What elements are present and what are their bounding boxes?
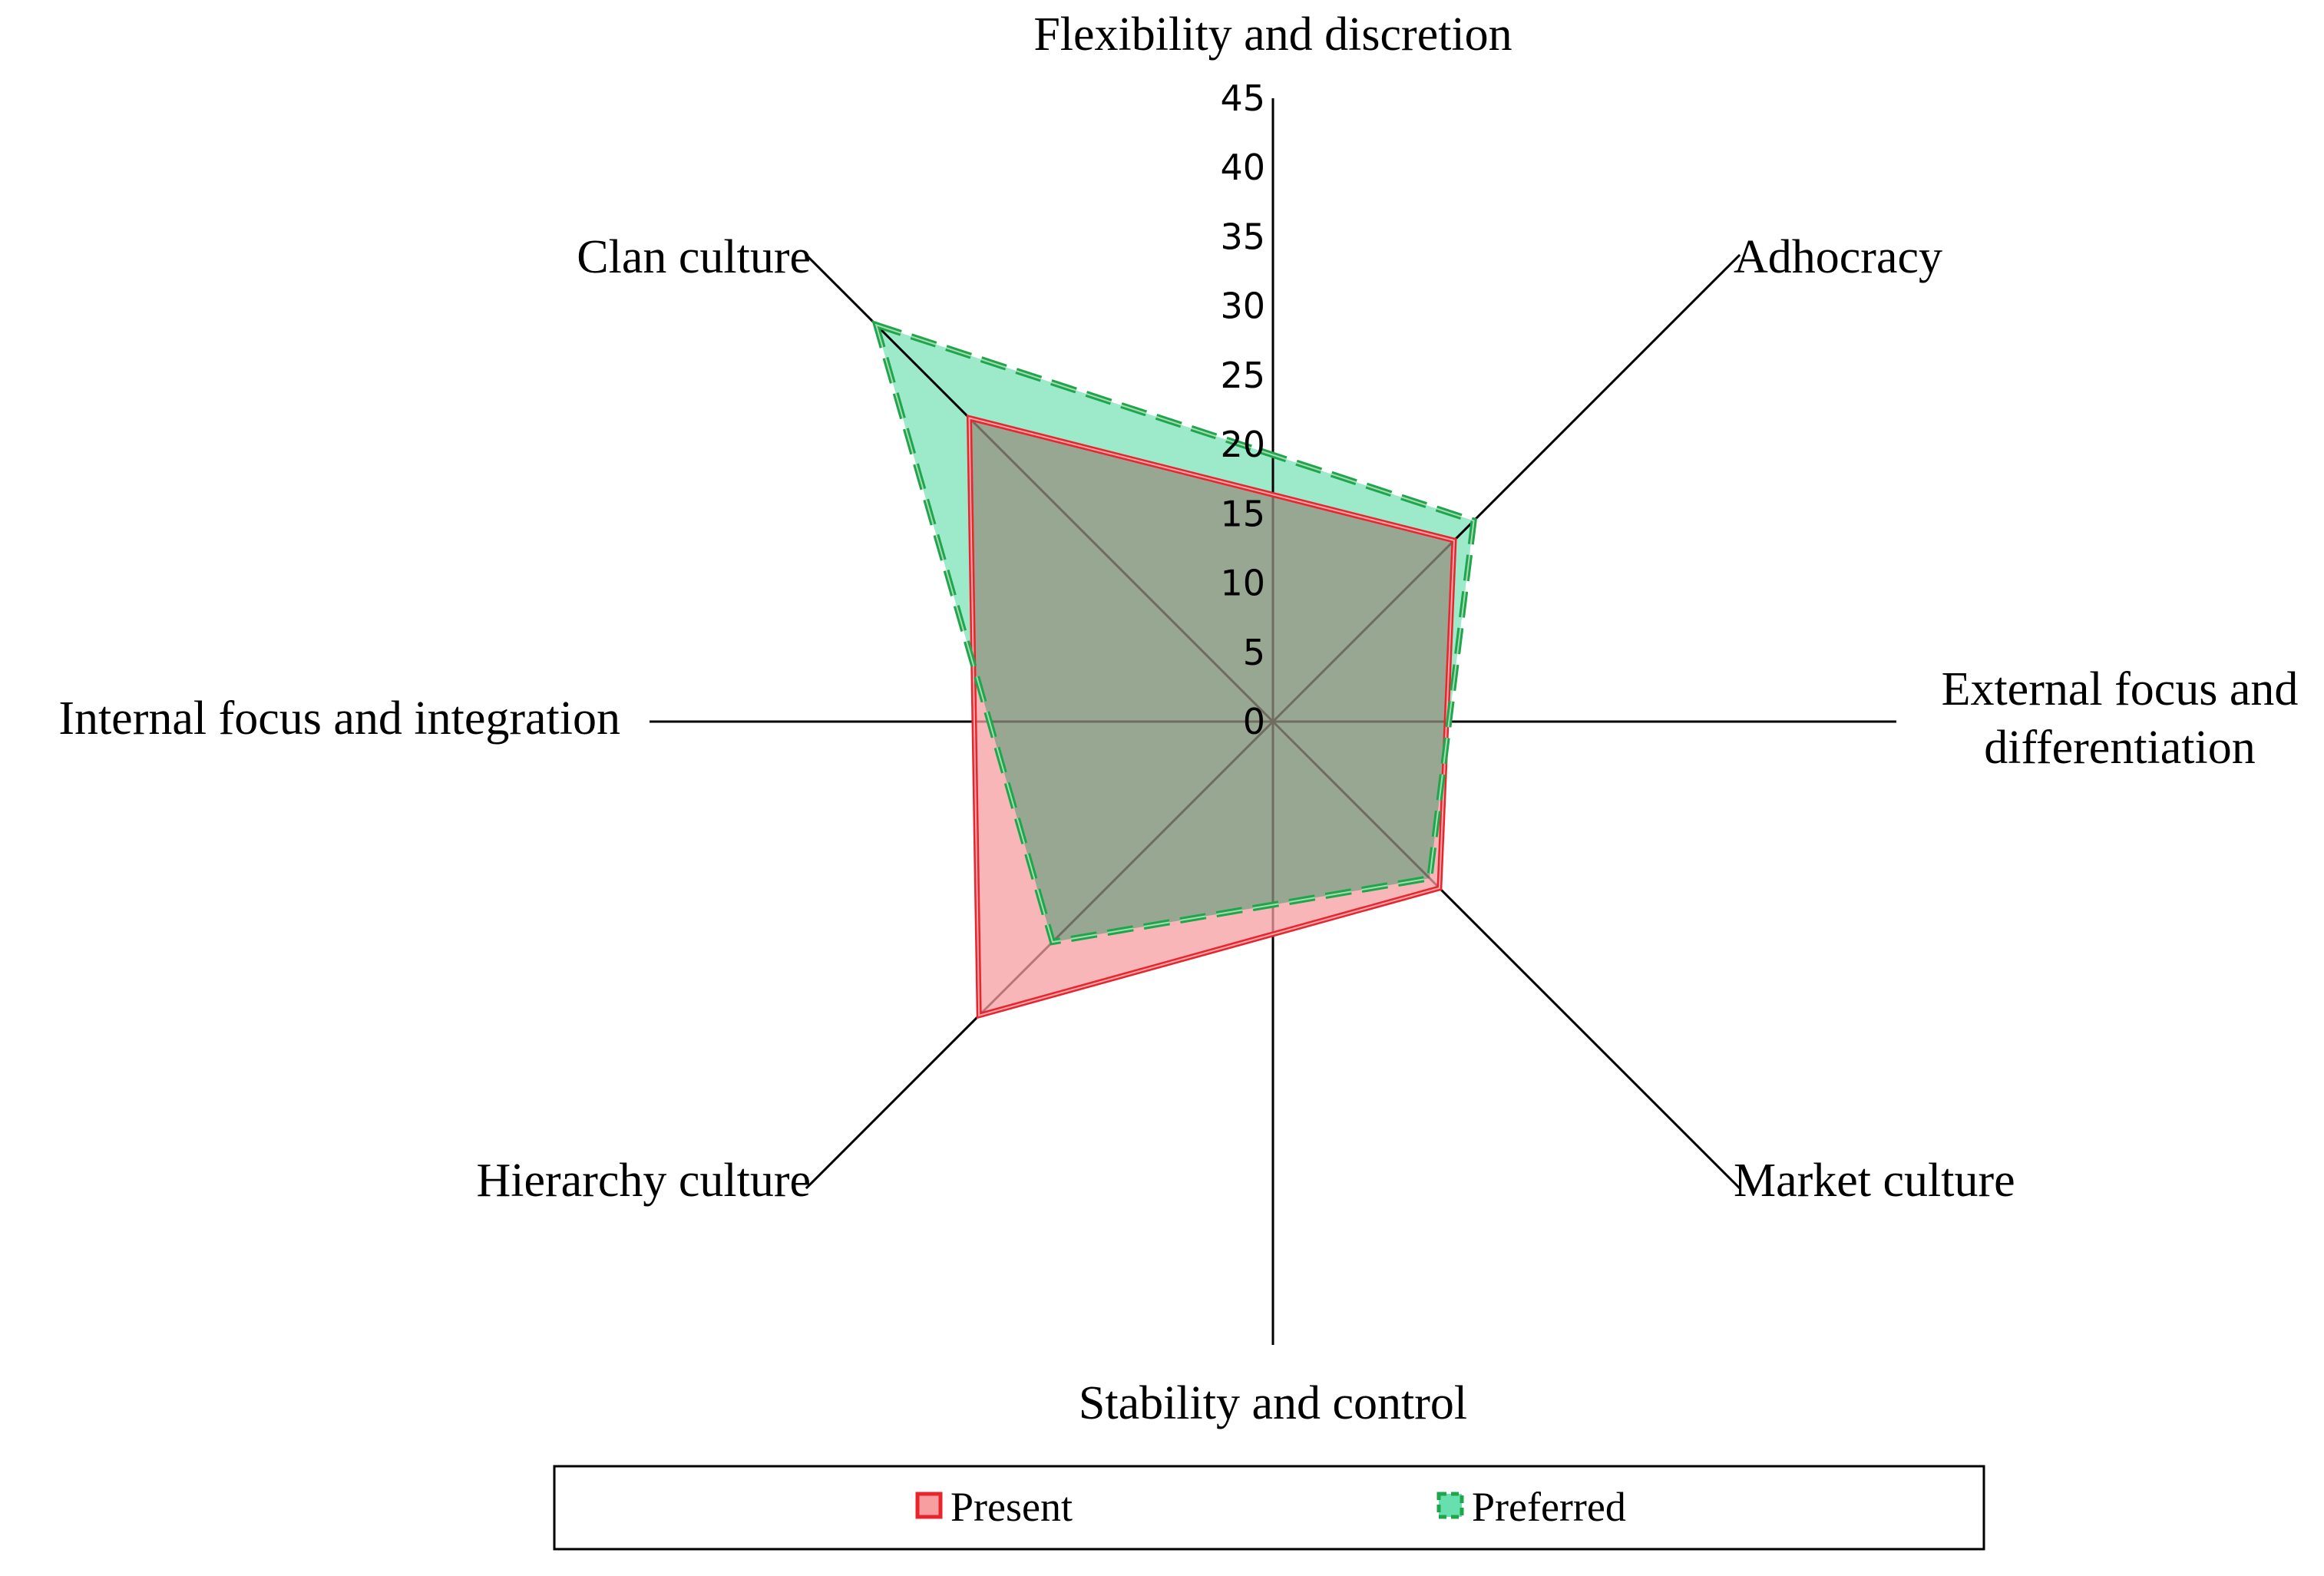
series-area-preferred xyxy=(876,325,1474,943)
dimension-label-top: Flexibility and discretion xyxy=(1033,8,1512,61)
tick-label-45: 45 xyxy=(1220,78,1265,119)
tick-label-15: 15 xyxy=(1220,493,1265,534)
category-label-adhocracy: Adhocracy xyxy=(1734,231,1942,283)
legend-item-present: Present xyxy=(915,1484,1073,1530)
category-label-clan: Clan culture xyxy=(577,231,811,283)
tick-label-30: 30 xyxy=(1220,286,1265,327)
category-label-hierarchy: Hierarchy culture xyxy=(477,1155,811,1207)
tick-label-20: 20 xyxy=(1220,424,1265,465)
dimension-label-right-line1: External focus and xyxy=(1942,663,2299,715)
legend-frame xyxy=(553,1465,1985,1551)
series-layer xyxy=(871,320,1477,1019)
legend-swatch-preferred xyxy=(1436,1492,1464,1519)
tick-label-35: 35 xyxy=(1220,216,1265,257)
legend-label-present: Present xyxy=(950,1484,1073,1530)
series-line-highlight-preferred xyxy=(874,323,1475,943)
dimension-label-bottom: Stability and control xyxy=(1079,1377,1467,1429)
tick-label-25: 25 xyxy=(1220,355,1265,396)
tick-label-0: 0 xyxy=(1243,701,1265,742)
dimension-label-left: Internal focus and integration xyxy=(58,692,620,745)
legend-swatch-present xyxy=(915,1492,943,1519)
category-label-market: Market culture xyxy=(1734,1155,2015,1207)
legend: Present Preferred xyxy=(553,1465,1985,1551)
tick-label-10: 10 xyxy=(1220,563,1265,604)
ticks-layer: 0 5 10 15 20 25 30 35 40 45 xyxy=(1220,78,1265,742)
dimension-label-right-line2: differentiation xyxy=(1984,722,2256,774)
legend-label-preferred: Preferred xyxy=(1472,1484,1626,1530)
tick-label-5: 5 xyxy=(1243,632,1265,673)
legend-item-preferred: Preferred xyxy=(1436,1484,1626,1530)
series-line-highlight-present xyxy=(968,417,1456,1017)
tick-label-40: 40 xyxy=(1220,147,1265,188)
